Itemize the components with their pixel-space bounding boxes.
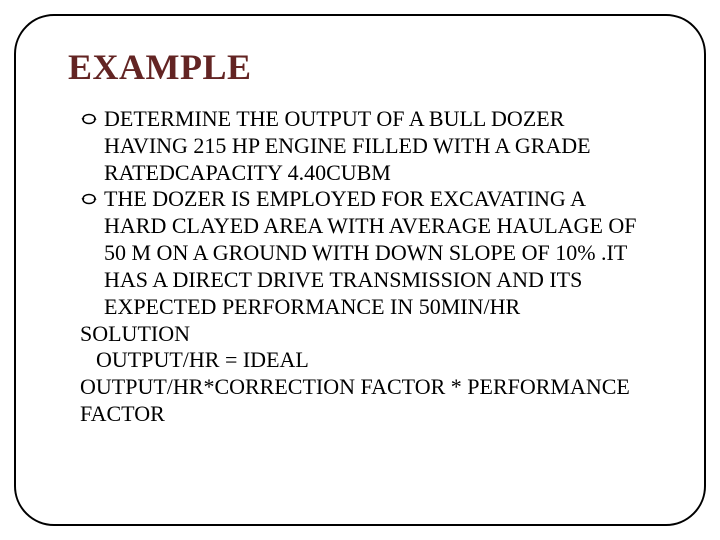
solution-text: OUTPUT/HR*CORRECTION FACTOR * PERFORMANC… <box>80 374 630 426</box>
slide-title: EXAMPLE <box>68 46 680 88</box>
bullet-text: DETERMINE THE OUTPUT OF A BULL DOZER HAV… <box>104 106 591 185</box>
solution-line: OUTPUT/HR*CORRECTION FACTOR * PERFORMANC… <box>80 374 652 428</box>
bullet-text: THE DOZER IS EMPLOYED FOR EXCAVATING A H… <box>104 186 637 318</box>
bullet-item: DETERMINE THE OUTPUT OF A BULL DOZER HAV… <box>80 106 652 186</box>
bullet-item: THE DOZER IS EMPLOYED FOR EXCAVATING A H… <box>80 186 652 320</box>
solution-line: OUTPUT/HR = IDEAL <box>80 347 652 374</box>
solution-label: SOLUTION <box>80 321 652 348</box>
slide-container: EXAMPLE DETERMINE THE OUTPUT OF A BULL D… <box>0 0 720 540</box>
slide-body: DETERMINE THE OUTPUT OF A BULL DOZER HAV… <box>80 106 652 428</box>
solution-text: OUTPUT/HR = IDEAL <box>96 347 309 372</box>
